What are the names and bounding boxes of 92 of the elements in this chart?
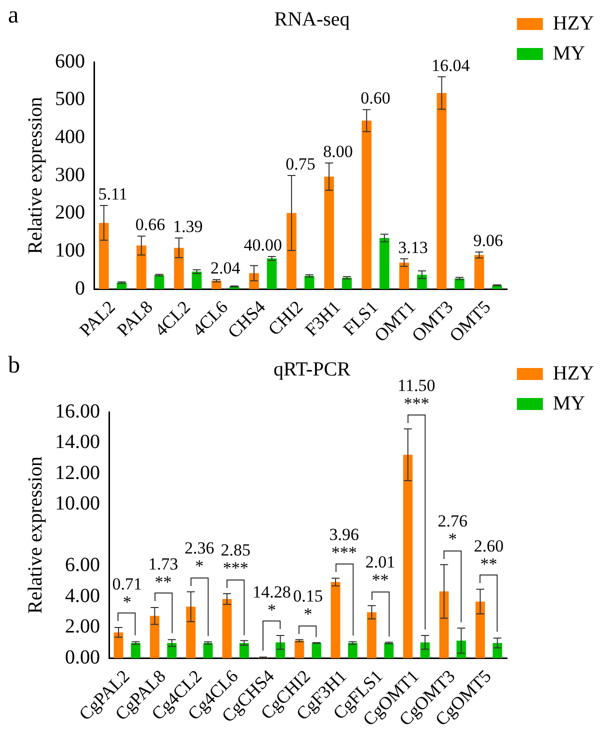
annotation: 1.39 <box>172 216 203 236</box>
annotation: 0.15 <box>293 586 323 606</box>
bar <box>249 273 259 290</box>
legend-label: MY <box>552 42 586 64</box>
annotation: 2.60 <box>474 536 504 556</box>
bar <box>366 612 376 658</box>
annotation: 5.11 <box>98 184 128 204</box>
y-tick-label: 10.00 <box>55 492 100 515</box>
bar <box>294 640 304 658</box>
bar <box>348 642 358 658</box>
y-axis-title: Relative expression <box>24 456 46 614</box>
y-tick-label: 200 <box>55 202 85 224</box>
annotation: ** <box>480 554 498 574</box>
annotation: * <box>268 600 276 620</box>
y-tick-label: 0 <box>75 277 85 300</box>
annotation: 9.06 <box>473 230 504 250</box>
annotation: *** <box>222 558 248 578</box>
y-tick-label: 400 <box>55 126 85 148</box>
bar <box>98 222 109 290</box>
annotation: 16.04 <box>431 56 470 75</box>
y-tick-label: 0.00 <box>65 646 100 668</box>
y-tick-label: 2.00 <box>65 616 100 638</box>
bar <box>384 642 394 658</box>
annotation: 0.71 <box>112 574 142 594</box>
y-tick-label: 300 <box>55 164 85 186</box>
chart-title: RNA-seq <box>274 8 350 30</box>
bar <box>304 276 314 290</box>
bar <box>399 262 410 290</box>
text: a <box>8 2 19 28</box>
y-tick-label: 16.00 <box>55 400 100 422</box>
bar <box>312 642 322 658</box>
bar <box>342 278 352 290</box>
bar <box>286 213 296 290</box>
bar <box>239 642 249 658</box>
annotation: * <box>448 530 457 549</box>
legend-label: MY <box>552 392 586 414</box>
annotation: *** <box>404 394 430 413</box>
annotation: * <box>195 556 204 576</box>
y-tick-label: 4.00 <box>65 584 100 607</box>
bar <box>439 591 449 658</box>
annotation: * <box>122 592 132 612</box>
annotation: 1.73 <box>148 554 178 574</box>
bar <box>362 120 372 290</box>
bar <box>324 176 334 290</box>
bar <box>167 642 177 658</box>
annotation: 0.66 <box>135 215 166 234</box>
annotation: 2.36 <box>184 538 214 558</box>
bar <box>192 272 202 290</box>
text: b <box>8 352 20 378</box>
bar <box>222 598 232 658</box>
annotation: 2.76 <box>438 512 468 531</box>
y-axis-title: Relative expression <box>24 96 46 254</box>
annotation: 40.00 <box>244 236 282 255</box>
bar <box>174 248 184 290</box>
y-tick-label: 14.00 <box>55 431 100 454</box>
bar <box>154 275 164 290</box>
bar <box>454 278 464 290</box>
y-tick-label: 100 <box>55 239 85 262</box>
bar <box>130 642 140 658</box>
annotation: 8.00 <box>323 142 353 162</box>
bar <box>380 238 390 290</box>
bar <box>474 255 484 290</box>
y-tick-label: 6.00 <box>65 554 100 576</box>
legend-label: HZY <box>552 12 594 34</box>
annotation: 0.75 <box>286 154 316 174</box>
bar <box>492 642 502 658</box>
annotation: *** <box>331 543 357 562</box>
legend-label: HZY <box>552 362 594 384</box>
annotation: 0.60 <box>360 88 390 108</box>
y-tick-label: 500 <box>55 88 85 110</box>
annotation: 2.85 <box>220 540 250 560</box>
bar <box>186 606 196 658</box>
bar <box>436 93 447 290</box>
annotation: 2.04 <box>210 258 241 278</box>
y-tick-label: 12.00 <box>55 462 100 484</box>
bar <box>403 454 413 658</box>
bar <box>150 616 160 658</box>
annotation: 3.96 <box>329 525 359 544</box>
bar <box>475 602 485 658</box>
annotation: ** <box>372 570 389 590</box>
chart-title: qRT-PCR <box>274 358 352 380</box>
bar <box>330 582 340 658</box>
bar <box>136 246 146 290</box>
bar <box>266 258 277 290</box>
annotation: 2.01 <box>365 552 396 572</box>
annotation: 3.13 <box>398 238 428 257</box>
annotation: ** <box>154 572 172 592</box>
annotation: * <box>304 604 312 624</box>
bar <box>417 274 427 290</box>
y-tick-label: 600 <box>55 50 85 72</box>
text: 11.50 <box>398 376 436 395</box>
annotation: 14.28 <box>252 582 291 602</box>
